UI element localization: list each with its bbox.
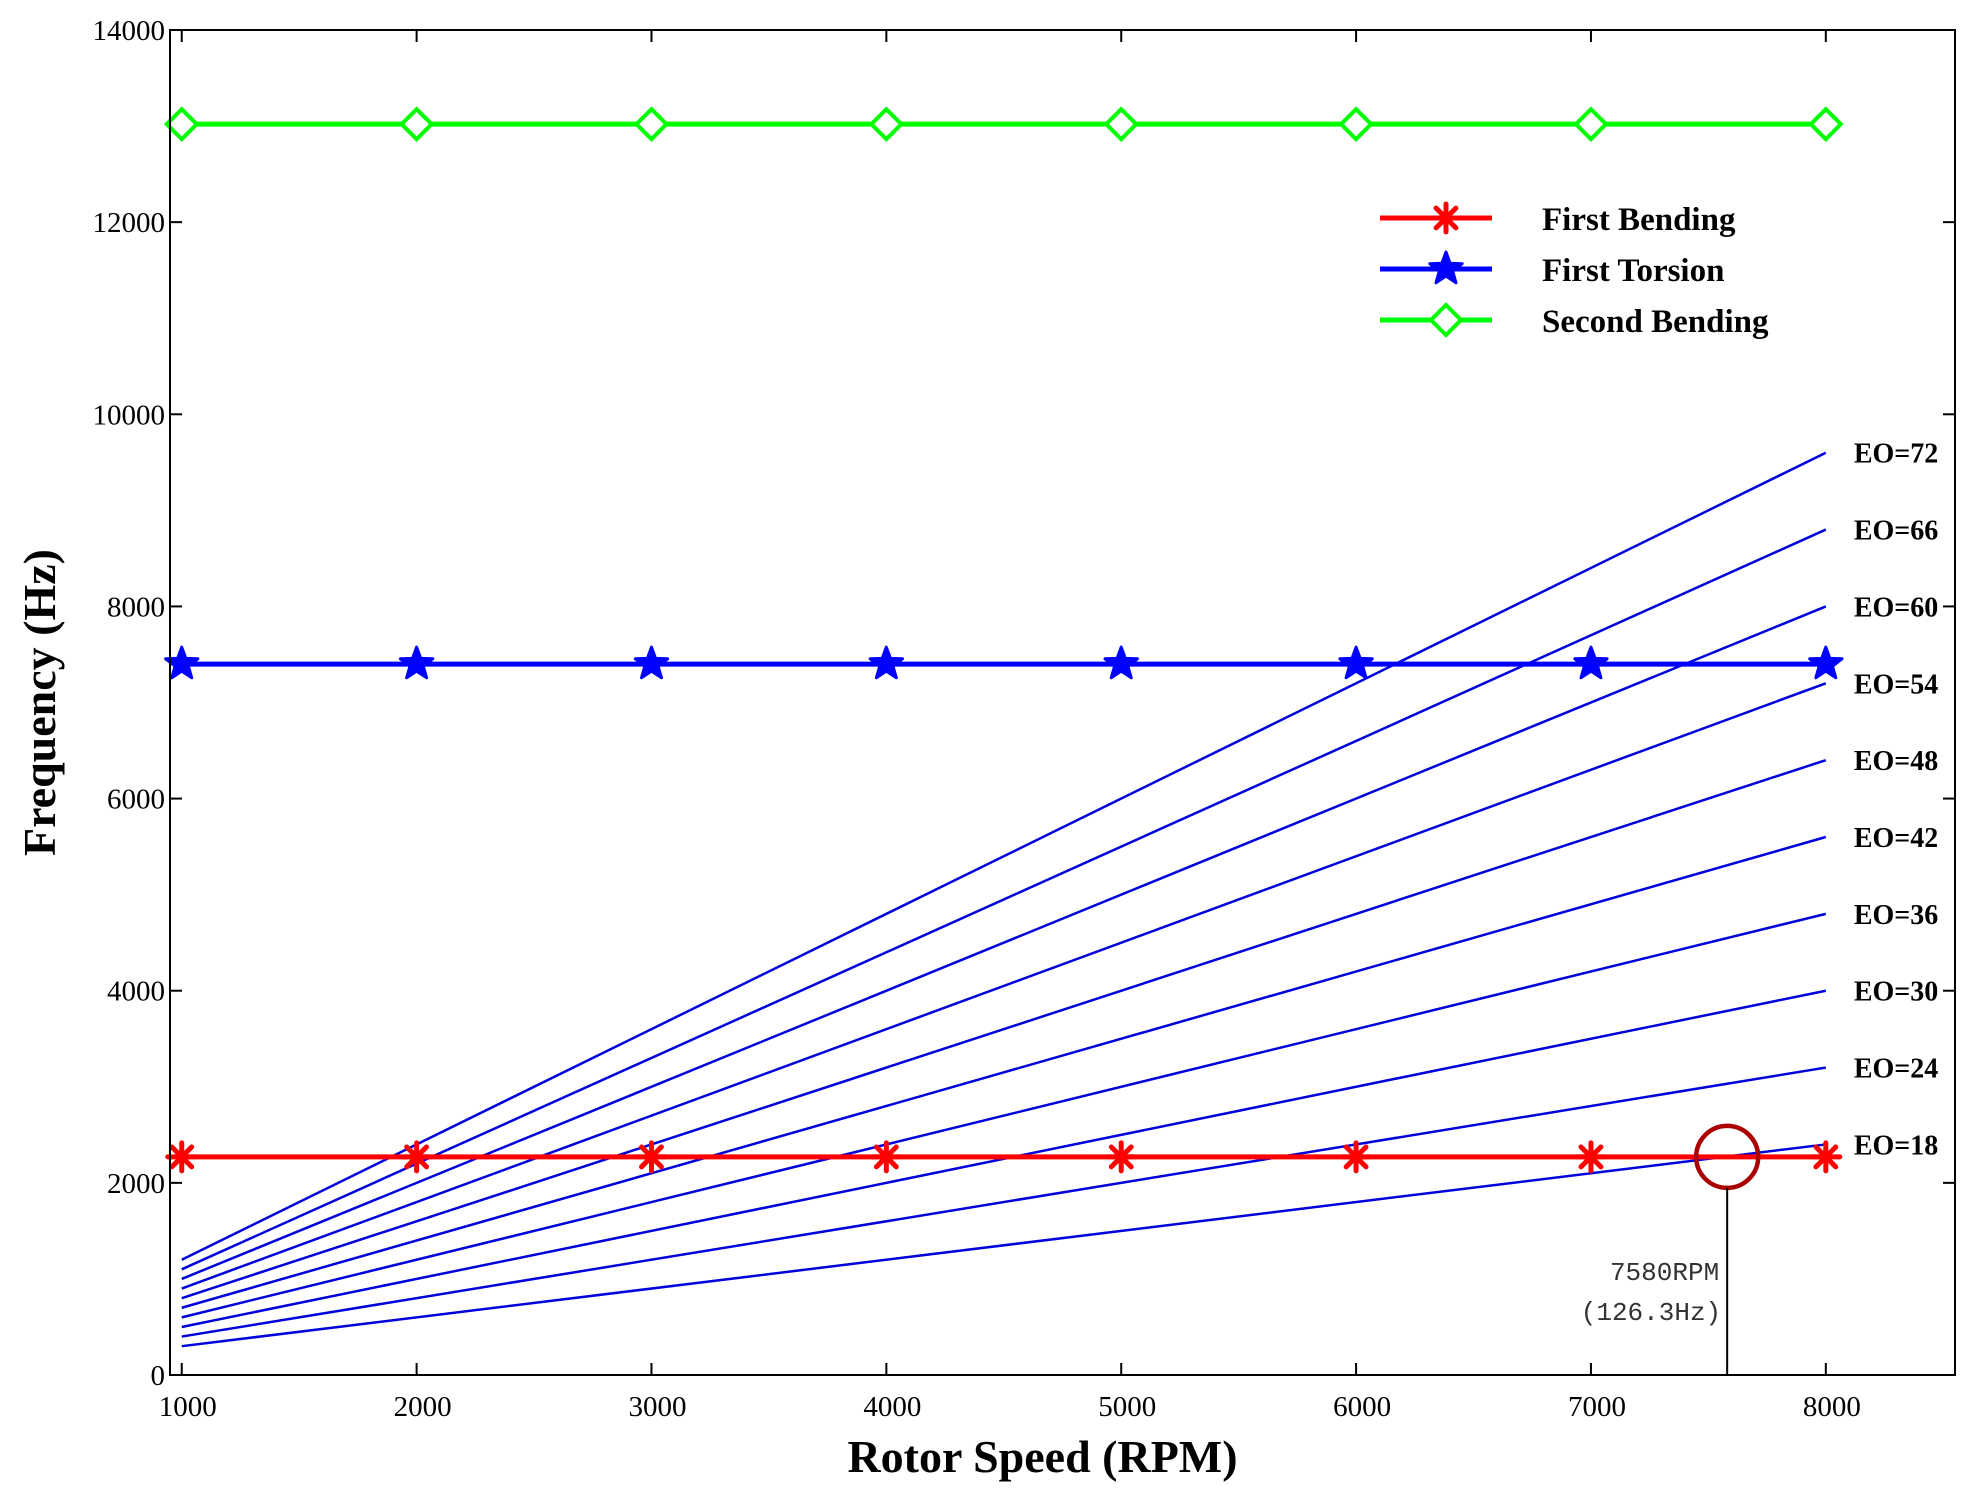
point-first-bending-7000: [1574, 1140, 1608, 1174]
eo-label-54: EO=54: [1854, 669, 1938, 700]
x-tick-label-6000: 6000: [1333, 1391, 1391, 1423]
x-tick-label-8000: 8000: [1803, 1391, 1861, 1423]
engine-order-lines: EO=18 EO=24 EO=30 EO=36 EO=42 EO=48 EO=54 EO=60…: [181, 439, 1938, 1348]
point-first-bending-1000: [165, 1140, 199, 1174]
point-first-torsion-6000: [1338, 645, 1374, 680]
x-tick-label-4000: 4000: [863, 1391, 921, 1423]
eo-label-36: EO=36: [1854, 900, 1938, 931]
eo-line-42: [181, 835, 1827, 1309]
point-first-torsion-8000: [1808, 645, 1844, 680]
eo-label-30: EO=30: [1854, 977, 1938, 1008]
eo-label-24: EO=24: [1854, 1054, 1938, 1085]
point-second-bending-4000: [868, 106, 905, 142]
point-second-bending-1000: [163, 106, 200, 142]
eo-line-48: [181, 758, 1827, 1300]
eo-label-42: EO=42: [1854, 823, 1938, 854]
point-first-bending-2000: [400, 1140, 434, 1174]
eo-label-18: EO=18: [1854, 1130, 1938, 1161]
crossing-annotation: 7580RPM (126.3Hz): [1581, 1123, 1761, 1375]
eo-line-18: [181, 1143, 1826, 1348]
crossing-rpm-label: 7580RPM: [1610, 1258, 1719, 1288]
x-tick-label-1000: 1000: [159, 1391, 217, 1423]
point-second-bending-3000: [633, 106, 670, 142]
point-first-bending-4000: [869, 1140, 903, 1174]
legend-label-second-bending: Second Bending: [1542, 304, 1769, 340]
point-first-torsion-2000: [398, 645, 435, 680]
point-first-torsion-3000: [633, 645, 670, 680]
eo-line-66: [181, 528, 1827, 1271]
y-tick-label-8000: 8000: [107, 591, 165, 623]
legend-label-first-bending: First Bending: [1542, 202, 1736, 238]
x-tick-label-2000: 2000: [394, 1391, 452, 1423]
y-tick-label-12000: 12000: [93, 207, 166, 239]
x-tick-label-7000: 7000: [1568, 1391, 1626, 1423]
eo-label-60: EO=60: [1854, 592, 1938, 623]
point-first-bending-6000: [1339, 1140, 1373, 1174]
axes: 1000 2000 3000 4000 5000 6000 7000 8000 0 2000 400…: [93, 15, 1956, 1423]
legend-marker-second-bending: [1428, 302, 1464, 338]
y-tick-label-6000: 6000: [107, 784, 165, 816]
legend-marker-first-torsion: [1428, 250, 1464, 285]
eo-label-72: EO=72: [1854, 439, 1938, 470]
point-first-bending-5000: [1104, 1140, 1138, 1174]
eo-line-24: [181, 1066, 1827, 1338]
point-second-bending-8000: [1807, 106, 1844, 142]
legend: First Bending First Torsion Second Bending: [1380, 201, 1769, 340]
legend-marker-first-bending: [1429, 201, 1463, 235]
y-tick-label-4000: 4000: [107, 976, 165, 1008]
point-first-torsion-5000: [1103, 645, 1139, 680]
point-second-bending-7000: [1573, 106, 1609, 142]
y-tick-label-0: 0: [151, 1360, 166, 1392]
eo-label-66: EO=66: [1854, 516, 1938, 547]
point-second-bending-2000: [398, 106, 435, 142]
x-axis-title: Rotor Speed (RPM): [847, 1431, 1237, 1482]
y-tick-label-14000: 14000: [93, 15, 166, 47]
mode-series: [163, 106, 1844, 1174]
point-first-bending-8000: [1809, 1140, 1843, 1174]
eo-line-54: [181, 682, 1827, 1290]
y-tick-label-2000: 2000: [107, 1168, 165, 1200]
point-first-torsion-7000: [1573, 645, 1609, 680]
point-second-bending-6000: [1338, 106, 1374, 142]
y-axis-title: Frequency (Hz): [14, 549, 65, 856]
eo-line-60: [181, 605, 1827, 1281]
plot-frame: [169, 29, 1956, 1376]
eo-line-36: [181, 912, 1827, 1319]
point-first-bending-3000: [634, 1140, 668, 1174]
point-first-torsion-4000: [868, 645, 904, 680]
y-tick-label-10000: 10000: [93, 399, 166, 431]
x-tick-label-5000: 5000: [1098, 1391, 1156, 1423]
eo-label-48: EO=48: [1854, 746, 1938, 777]
eo-line-72: [181, 451, 1827, 1261]
x-tick-label-3000: 3000: [628, 1391, 686, 1423]
crossing-frequency-label: (126.3Hz): [1581, 1298, 1721, 1328]
point-second-bending-5000: [1103, 106, 1140, 142]
legend-label-first-torsion: First Torsion: [1542, 253, 1724, 289]
